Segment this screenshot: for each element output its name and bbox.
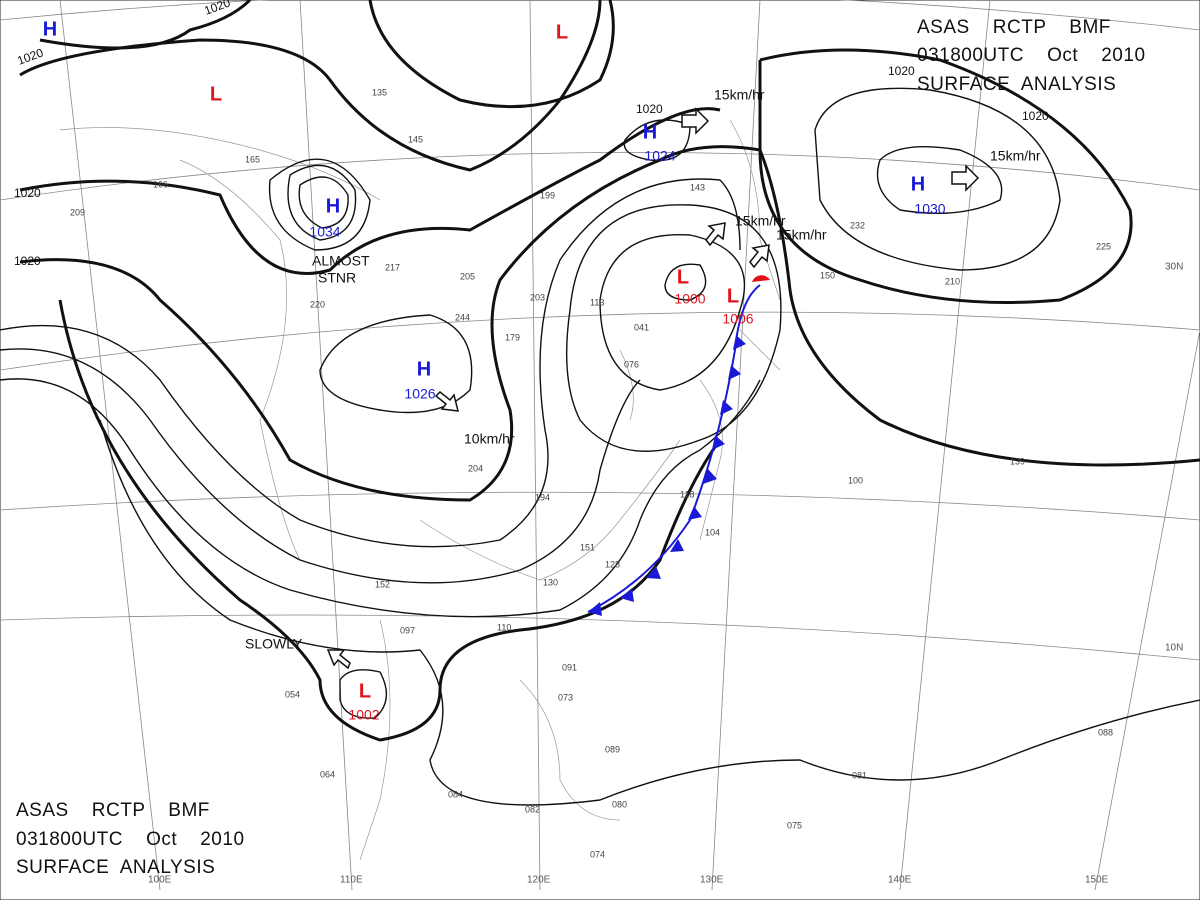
grid-label: 100E: [148, 875, 172, 886]
isobar-label: 1020: [14, 254, 41, 268]
center-pressure: 1030: [914, 201, 945, 217]
station-value: 097: [400, 625, 415, 635]
station-value: 130: [543, 577, 558, 587]
station-value: 145: [408, 134, 423, 144]
header-line: 031800UTC Oct 2010: [16, 829, 245, 850]
cold-front: [587, 284, 761, 613]
station-value: 205: [460, 271, 475, 281]
motion-label: 15km/hr: [776, 227, 827, 243]
grid-label: 30N: [1165, 262, 1183, 273]
center-symbol: H: [417, 358, 431, 380]
isobar-label: 1020: [1022, 109, 1049, 123]
station-value: 244: [455, 312, 470, 322]
center-pressure: 1034: [309, 224, 340, 240]
center-symbol: H: [43, 18, 57, 40]
center-pressure: 1006: [722, 311, 753, 327]
station-value: 139: [1010, 456, 1025, 466]
station-value: 041: [634, 322, 649, 332]
grid-label: 150E: [1085, 875, 1109, 886]
station-value: 166: [153, 179, 168, 189]
station-value: 151: [580, 542, 595, 552]
center-pressure: 1002: [348, 707, 379, 723]
station-value: 073: [558, 692, 573, 702]
motion-label: ALMOST: [312, 253, 370, 269]
station-value: 082: [525, 804, 540, 814]
station-value: 204: [468, 463, 483, 473]
station-value: 210: [945, 276, 960, 286]
station-value: 089: [605, 744, 620, 754]
motion-label: 10km/hr: [464, 431, 515, 447]
station-value: 091: [562, 662, 577, 672]
header-line: 031800UTC Oct 2010: [917, 45, 1146, 66]
station-value: 088: [1098, 727, 1113, 737]
station-value: 064: [320, 769, 335, 779]
center-symbol: H: [911, 173, 925, 195]
isobar-label: 1020: [14, 186, 41, 200]
center-pressure: 1026: [404, 386, 435, 402]
center-symbol: L: [210, 83, 222, 105]
center-symbol: L: [556, 21, 568, 43]
station-value: 076: [624, 359, 639, 369]
center-pressure: 1000: [674, 291, 705, 307]
station-value: 081: [852, 770, 867, 780]
station-value: 075: [787, 820, 802, 830]
motion-label: 15km/hr: [735, 213, 786, 229]
coastlines: [59, 119, 781, 861]
station-value: 135: [372, 87, 387, 97]
isobar-label: 1020: [636, 102, 663, 116]
station-value: 150: [820, 270, 835, 280]
motion-arrows: [326, 107, 980, 670]
grid-label: 140E: [888, 875, 912, 886]
center-pressure: 1024: [644, 148, 675, 164]
grid-label: 120E: [527, 875, 551, 886]
motion-label: 15km/hr: [714, 87, 765, 103]
station-value: 199: [540, 190, 555, 200]
station-value: 104: [705, 527, 720, 537]
station-value: 179: [505, 332, 520, 342]
station-value: 209: [70, 207, 85, 217]
center-symbol: L: [727, 285, 739, 307]
motion-label: STNR: [318, 270, 356, 286]
motion-label: 15km/hr: [990, 148, 1041, 164]
station-value: 100: [848, 475, 863, 485]
header-line: SURFACE ANALYSIS: [917, 74, 1116, 95]
headers: ASAS RCTP BMF 031800UTC Oct 2010 SURFACE…: [16, 17, 1146, 878]
motion-label: SLOWLY: [245, 636, 303, 652]
header-line: ASAS RCTP BMF: [917, 17, 1111, 38]
station-value: 217: [385, 262, 400, 272]
station-value: 110: [497, 622, 511, 632]
isobar-label: 1020: [888, 64, 915, 78]
station-value: 084: [448, 789, 463, 799]
center-symbol: H: [643, 121, 657, 143]
station-value: 118: [680, 489, 694, 499]
header-line: SURFACE ANALYSIS: [16, 857, 215, 878]
station-value: 220: [310, 299, 325, 309]
center-symbol: L: [677, 266, 689, 288]
station-value: 194: [535, 492, 550, 502]
station-value: 128: [605, 559, 620, 569]
station-value: 232: [850, 220, 865, 230]
isobars: [0, 0, 1200, 806]
fronts: [587, 275, 770, 616]
warm-front: [752, 275, 770, 282]
station-value: 225: [1096, 241, 1111, 251]
station-value: 074: [590, 849, 605, 859]
station-value: 203: [530, 292, 545, 302]
station-value: 080: [612, 799, 627, 809]
grid-label: 110E: [340, 875, 363, 886]
grid-label: 10N: [1165, 643, 1183, 654]
station-value: 113: [590, 297, 604, 307]
station-value: 143: [690, 182, 705, 192]
labels: H 1034 H 1024 H 1030 H 1026 L 1000 L 1006 L 1002 H L L 10…: [14, 0, 1183, 886]
center-symbol: L: [359, 680, 371, 702]
station-value: 054: [285, 689, 300, 699]
grid-label: 130E: [700, 875, 724, 886]
station-value: 152: [375, 579, 390, 589]
header-line: ASAS RCTP BMF: [16, 800, 210, 821]
center-symbol: H: [326, 195, 340, 217]
station-value: 165: [245, 154, 260, 164]
